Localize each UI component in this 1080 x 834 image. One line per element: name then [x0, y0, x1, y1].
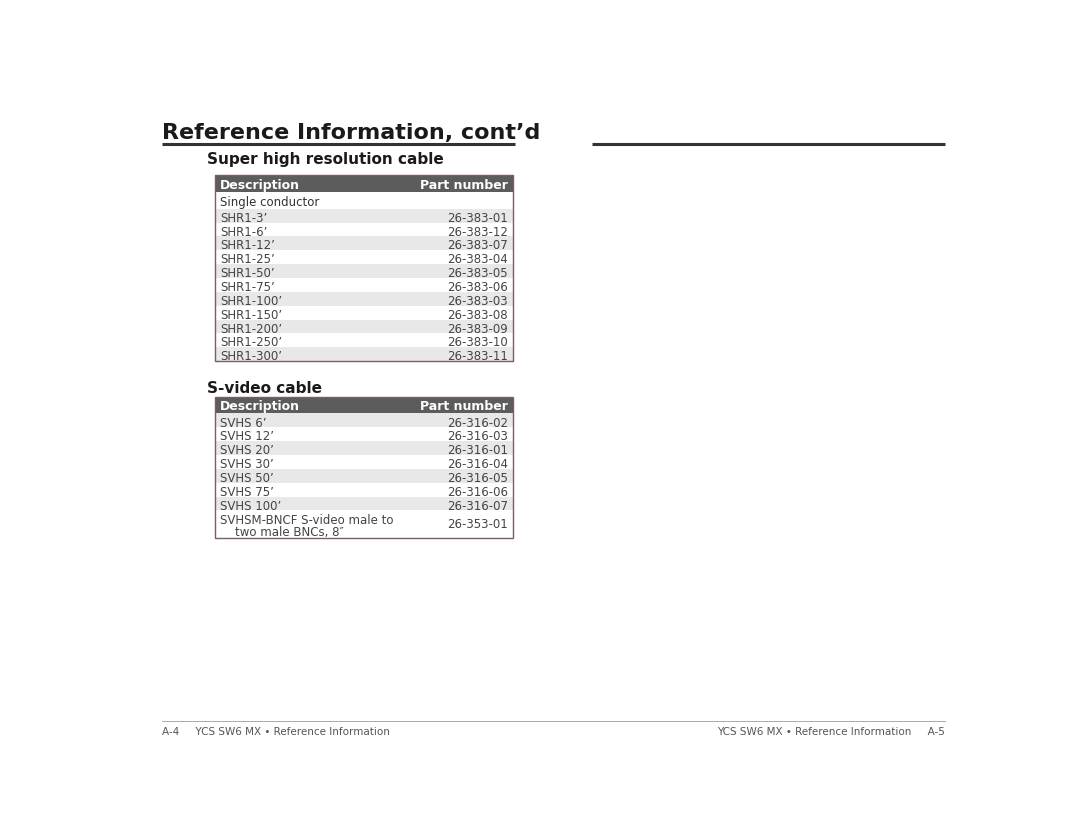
Bar — [215, 510, 513, 538]
Text: 26-316-06: 26-316-06 — [447, 486, 508, 499]
Bar — [215, 250, 513, 264]
Text: Reference Information, cont’d: Reference Information, cont’d — [162, 123, 540, 143]
Bar — [215, 192, 513, 208]
Bar — [215, 175, 513, 192]
Text: 26-383-04: 26-383-04 — [447, 254, 508, 266]
Text: 26-383-12: 26-383-12 — [447, 225, 508, 239]
Text: 26-316-07: 26-316-07 — [447, 500, 508, 513]
Text: SVHS 100’: SVHS 100’ — [220, 500, 282, 513]
Text: SVHS 30’: SVHS 30’ — [220, 458, 274, 471]
Bar — [215, 175, 513, 361]
Text: 26-383-07: 26-383-07 — [447, 239, 508, 253]
Text: 26-316-01: 26-316-01 — [447, 445, 508, 457]
Bar — [215, 414, 513, 427]
Text: 26-383-09: 26-383-09 — [447, 323, 508, 335]
Text: SHR1-250’: SHR1-250’ — [220, 336, 282, 349]
Text: Description: Description — [220, 178, 300, 192]
Bar — [215, 208, 513, 223]
Text: A-4     YCS SW6 MX • Reference Information: A-4 YCS SW6 MX • Reference Information — [162, 727, 390, 737]
Bar — [215, 496, 513, 510]
Text: Part number: Part number — [420, 178, 508, 192]
Text: SHR1-75’: SHR1-75’ — [220, 281, 275, 294]
Bar — [215, 441, 513, 455]
Text: SVHS 50’: SVHS 50’ — [220, 472, 274, 485]
Text: Super high resolution cable: Super high resolution cable — [207, 153, 444, 168]
Text: SVHS 20’: SVHS 20’ — [220, 445, 274, 457]
Text: Single conductor: Single conductor — [220, 195, 320, 208]
Text: 26-316-04: 26-316-04 — [447, 458, 508, 471]
Text: 26-383-01: 26-383-01 — [447, 212, 508, 224]
Text: SHR1-50’: SHR1-50’ — [220, 267, 275, 280]
Text: SVHS 75’: SVHS 75’ — [220, 486, 274, 499]
Text: SHR1-150’: SHR1-150’ — [220, 309, 282, 322]
Text: 26-383-03: 26-383-03 — [447, 295, 508, 308]
Text: Description: Description — [220, 400, 300, 414]
Text: SHR1-100’: SHR1-100’ — [220, 295, 282, 308]
Bar — [215, 396, 513, 414]
Bar — [215, 278, 513, 292]
Text: S-video cable: S-video cable — [207, 381, 322, 396]
Text: SHR1-6’: SHR1-6’ — [220, 225, 268, 239]
Bar — [215, 236, 513, 250]
Text: SHR1-12’: SHR1-12’ — [220, 239, 275, 253]
Text: 26-316-05: 26-316-05 — [447, 472, 508, 485]
Bar — [215, 427, 513, 441]
Text: SHR1-25’: SHR1-25’ — [220, 254, 275, 266]
Bar — [215, 469, 513, 483]
Bar — [215, 483, 513, 496]
Text: two male BNCs, 8″: two male BNCs, 8″ — [220, 526, 345, 539]
Text: 26-353-01: 26-353-01 — [447, 518, 508, 531]
Text: 26-316-02: 26-316-02 — [447, 416, 508, 430]
Bar — [215, 319, 513, 334]
Text: SVHSM-BNCF S-video male to: SVHSM-BNCF S-video male to — [220, 514, 394, 526]
Text: 26-383-06: 26-383-06 — [447, 281, 508, 294]
Text: 26-383-11: 26-383-11 — [447, 350, 508, 364]
Bar — [215, 455, 513, 469]
Text: Part number: Part number — [420, 400, 508, 414]
Bar — [215, 264, 513, 278]
Text: SVHS 12’: SVHS 12’ — [220, 430, 274, 444]
Text: SVHS 6’: SVHS 6’ — [220, 416, 267, 430]
Text: SHR1-300’: SHR1-300’ — [220, 350, 282, 364]
Text: 26-383-08: 26-383-08 — [447, 309, 508, 322]
Text: 26-383-10: 26-383-10 — [447, 336, 508, 349]
Bar — [215, 334, 513, 347]
Text: YCS SW6 MX • Reference Information     A-5: YCS SW6 MX • Reference Information A-5 — [717, 727, 945, 737]
Text: 26-383-05: 26-383-05 — [447, 267, 508, 280]
Bar — [215, 306, 513, 319]
Text: SHR1-3’: SHR1-3’ — [220, 212, 268, 224]
Bar — [215, 396, 513, 538]
Bar — [215, 223, 513, 236]
Text: SHR1-200’: SHR1-200’ — [220, 323, 282, 335]
Text: 26-316-03: 26-316-03 — [447, 430, 508, 444]
Bar — [215, 347, 513, 361]
Bar — [215, 292, 513, 306]
